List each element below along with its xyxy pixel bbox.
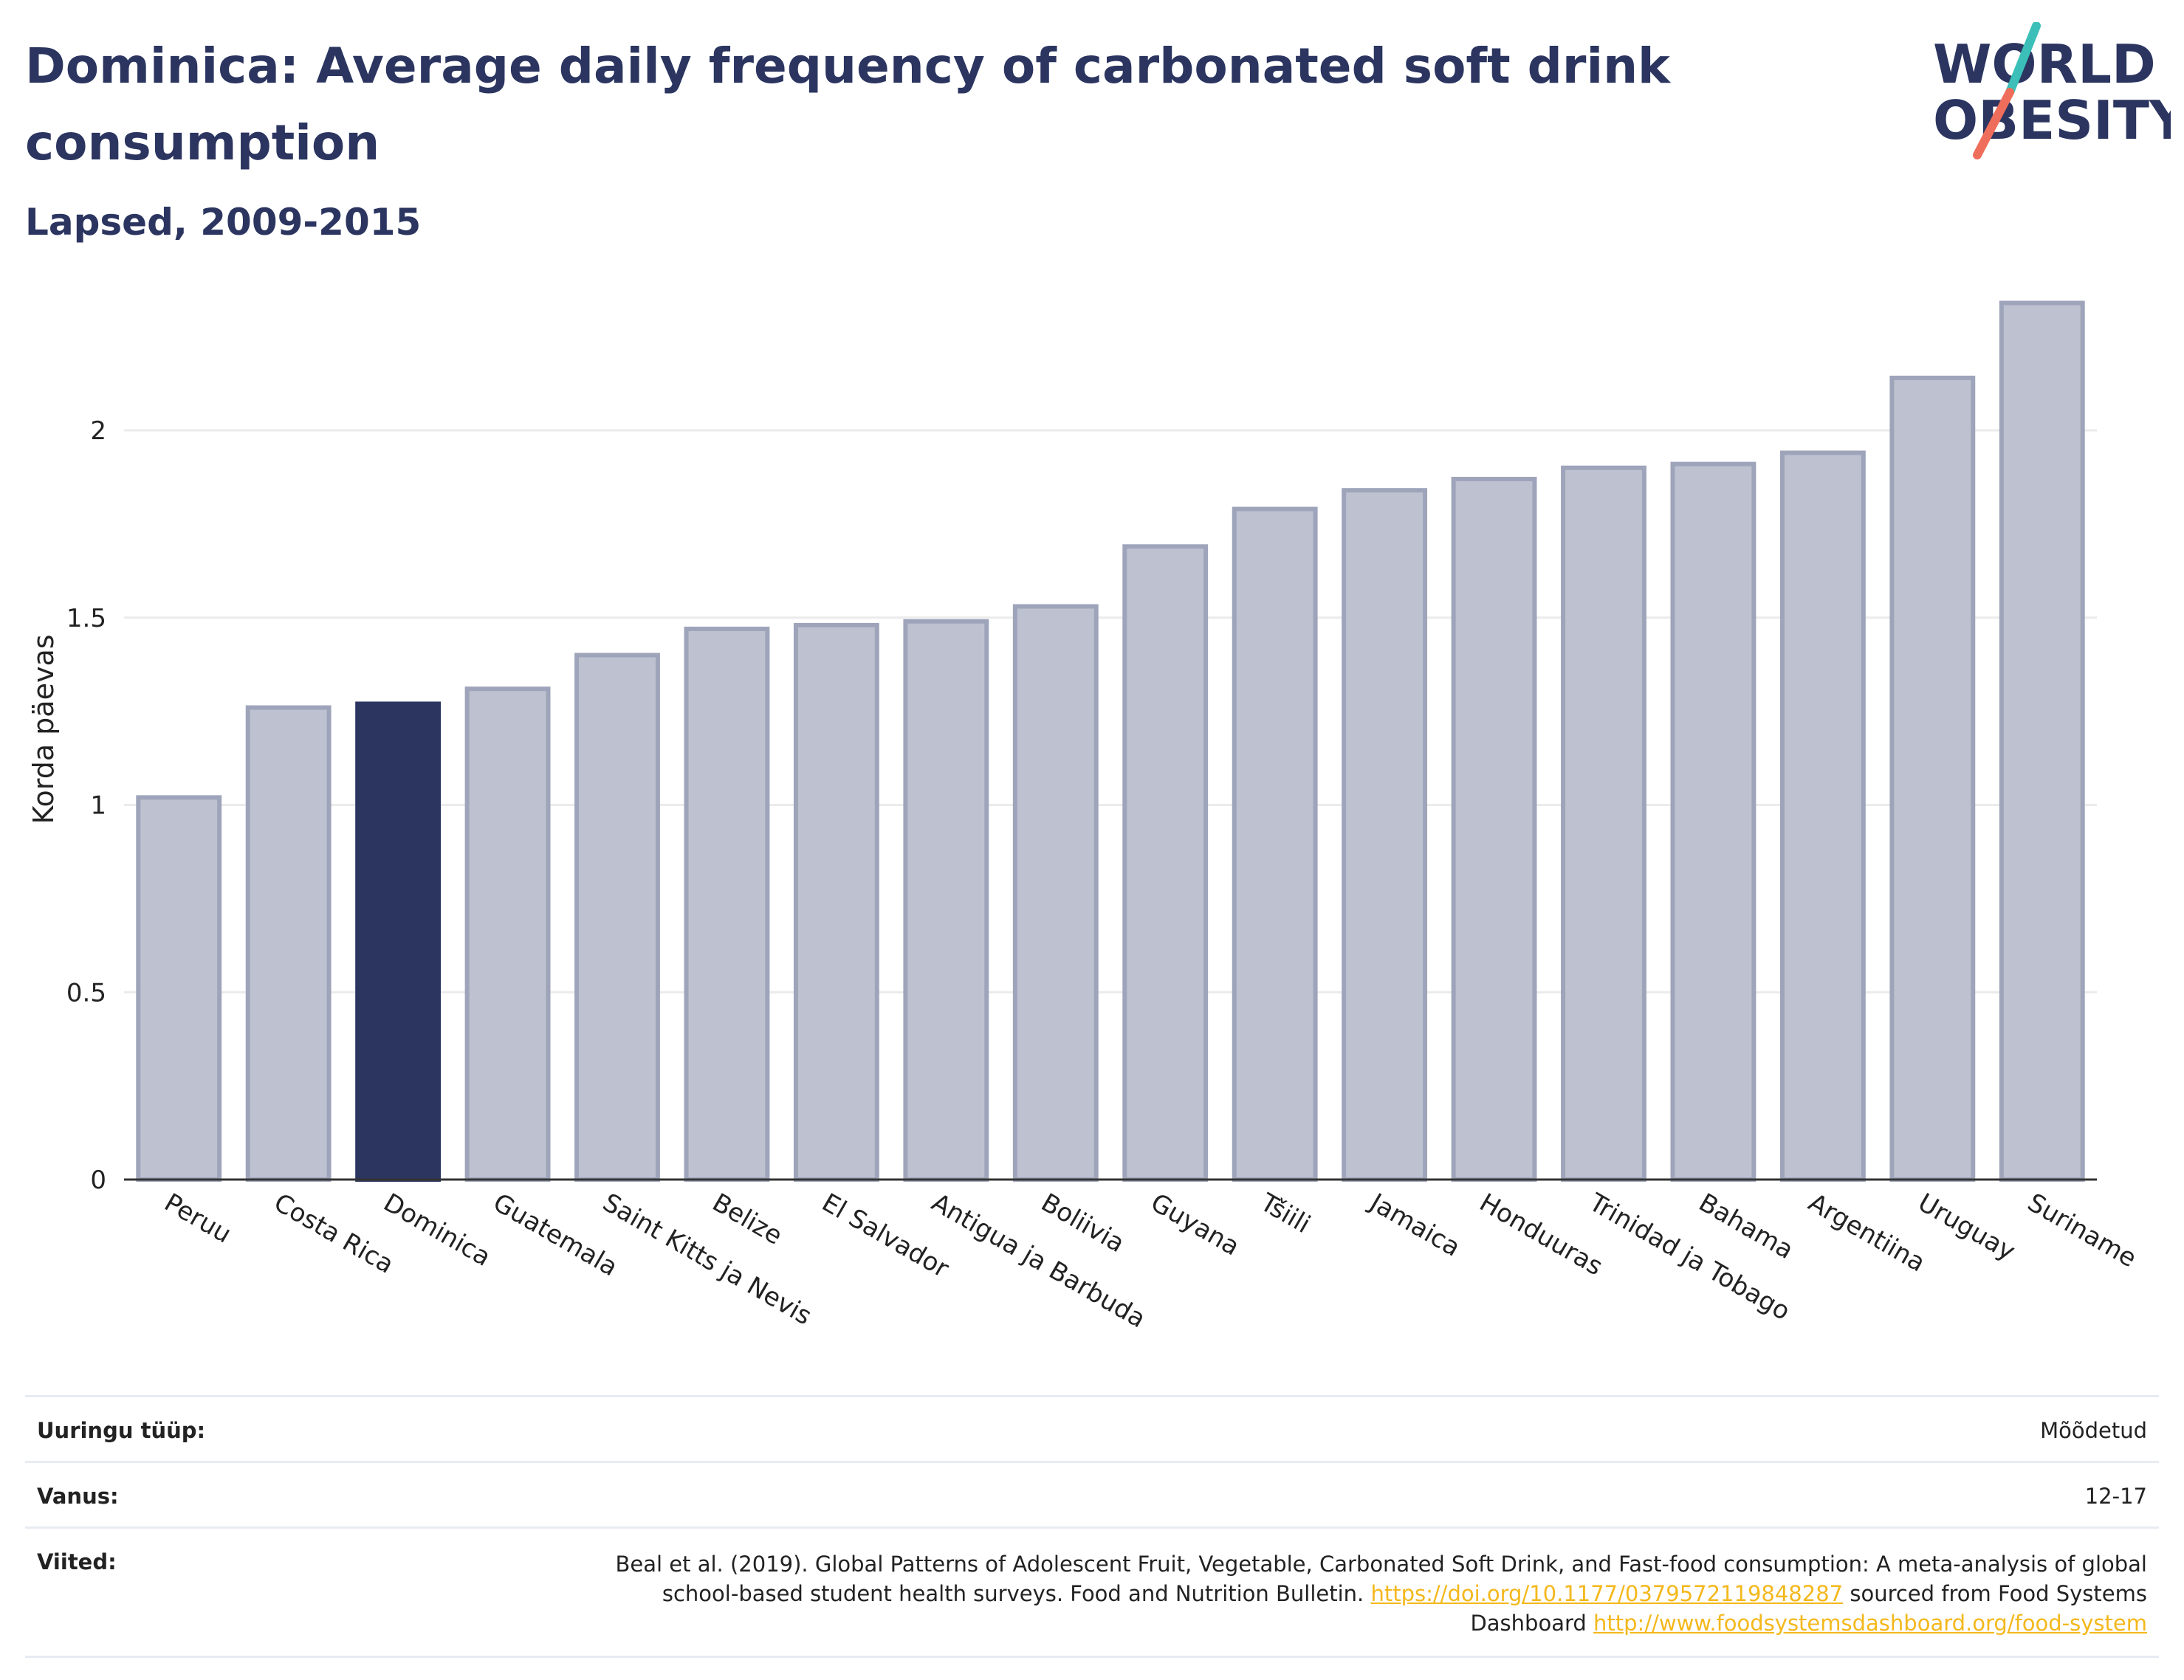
x-tick-label: Suriname — [2022, 1188, 2141, 1273]
logo-line-world: WORLD — [1933, 33, 2156, 95]
page-title: Dominica: Average daily frequency of car… — [25, 38, 1670, 171]
survey-type-label: Uuringu tüüp: — [37, 1418, 206, 1443]
reference-citation: Beal et al. (2019). Global Patterns of A… — [615, 1552, 2147, 1606]
info-row-survey-type: Uuringu tüüp: Mõõdetud — [25, 1395, 2159, 1461]
x-tick-label: Honduuras — [1474, 1188, 1607, 1281]
info-row-age: Vanus: 12-17 — [25, 1461, 2159, 1526]
bar-suriname[interactable] — [1999, 300, 2085, 1182]
bar-el-salvador[interactable] — [793, 622, 879, 1182]
info-row-references: Viited: Beal et al. (2019). Global Patte… — [25, 1526, 2159, 1658]
y-tick-label: 1.5 — [66, 604, 106, 633]
bar-argentiina[interactable] — [1779, 450, 1866, 1182]
bar-boliivia[interactable] — [1012, 604, 1099, 1182]
y-axis-label: Korda päevas — [27, 634, 60, 824]
age-value: 12-17 — [2084, 1484, 2147, 1509]
bar-bahama[interactable] — [1670, 461, 1757, 1182]
references-text: Beal et al. (2019). Global Patterns of A… — [560, 1549, 2147, 1638]
x-tick-label: Guyana — [1146, 1188, 1245, 1261]
page-subtitle: Lapsed, 2009-2015 — [25, 201, 422, 244]
doi-link[interactable]: https://doi.org/10.1177/0379572119848287 — [1370, 1581, 1844, 1606]
y-tick-label: 1 — [90, 791, 106, 821]
reference-source: sourced from Food Systems Dashboard — [1470, 1581, 2147, 1636]
bar-honduuras[interactable] — [1451, 476, 1537, 1182]
x-tick-label: Uruguay — [1913, 1188, 2020, 1267]
logo-line-obesity: OBESITY — [1933, 89, 2171, 151]
x-tick-label: Trinidad ja Tobago — [1584, 1188, 1795, 1326]
x-tick-label: Costa Rica — [269, 1188, 399, 1280]
bar-saint-kitts-ja-nevis[interactable] — [574, 653, 660, 1182]
y-tick-label: 0.5 — [66, 978, 106, 1008]
bar-dominica[interactable] — [355, 701, 442, 1182]
bar-guatemala[interactable] — [464, 686, 551, 1182]
bar-antigua-ja-barbuda[interactable] — [903, 619, 989, 1182]
x-tick-label: Argentiina — [1803, 1188, 1930, 1278]
world-obesity-logo: WORLD OBESITY — [1933, 22, 2171, 159]
x-tick-label: Belize — [707, 1188, 787, 1251]
bar-trinidad-ja-tobago[interactable] — [1561, 465, 1646, 1182]
logo-slash-teal — [2005, 22, 2041, 97]
bar-belize[interactable] — [684, 626, 770, 1182]
bar-costa-rica[interactable] — [245, 705, 332, 1182]
bar-chart: 0 0.5 1 1.5 2 Peruu Costa RicaDominicaGuatemal… — [27, 300, 2141, 1334]
y-tick-label: 0 — [90, 1166, 106, 1195]
bars — [136, 300, 2085, 1182]
bar-uruguay[interactable] — [1889, 375, 1976, 1182]
logo-slash-coral — [1973, 88, 2014, 159]
references-label: Viited: — [37, 1549, 117, 1574]
age-label: Vanus: — [37, 1484, 119, 1509]
y-tick-label: 2 — [90, 416, 106, 446]
x-tick-label: Guatemala — [488, 1188, 622, 1282]
x-tick-label: Tšiili — [1254, 1188, 1315, 1239]
bar-peruu[interactable] — [136, 795, 222, 1182]
x-tick-label: Saint Kitts ja Nevis — [598, 1188, 817, 1331]
x-tick-label: Dominica — [379, 1188, 496, 1273]
food-systems-dashboard-link[interactable]: http://www.foodsystemsdashboard.org/food… — [1593, 1611, 2147, 1636]
x-tick-label: Jamaica — [1364, 1187, 1466, 1263]
x-tick-label: Boliivia — [1036, 1188, 1129, 1259]
bar-t-iili[interactable] — [1232, 506, 1318, 1182]
survey-type-value: Mõõdetud — [2040, 1418, 2147, 1443]
bar-guyana[interactable] — [1122, 544, 1209, 1182]
info-table: Uuringu tüüp: Mõõdetud Vanus: 12-17 Viit… — [25, 1395, 2159, 1658]
bar-jamaica[interactable] — [1342, 488, 1428, 1182]
x-tick-label: Peruu — [159, 1188, 236, 1249]
gridlines — [124, 429, 2097, 994]
